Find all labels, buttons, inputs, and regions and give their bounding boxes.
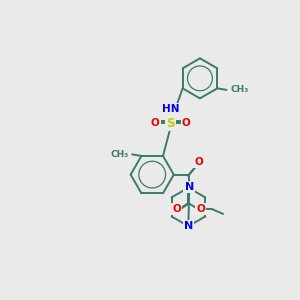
Text: O: O (172, 204, 181, 214)
Text: O: O (182, 118, 190, 128)
Text: S: S (167, 116, 175, 130)
Text: CH₃: CH₃ (230, 85, 249, 94)
Text: O: O (151, 118, 160, 128)
Text: O: O (194, 157, 203, 167)
Text: N: N (184, 182, 194, 192)
Text: N: N (184, 221, 193, 231)
Text: O: O (196, 204, 205, 214)
Text: HN: HN (162, 104, 179, 114)
Text: CH₃: CH₃ (110, 150, 128, 159)
